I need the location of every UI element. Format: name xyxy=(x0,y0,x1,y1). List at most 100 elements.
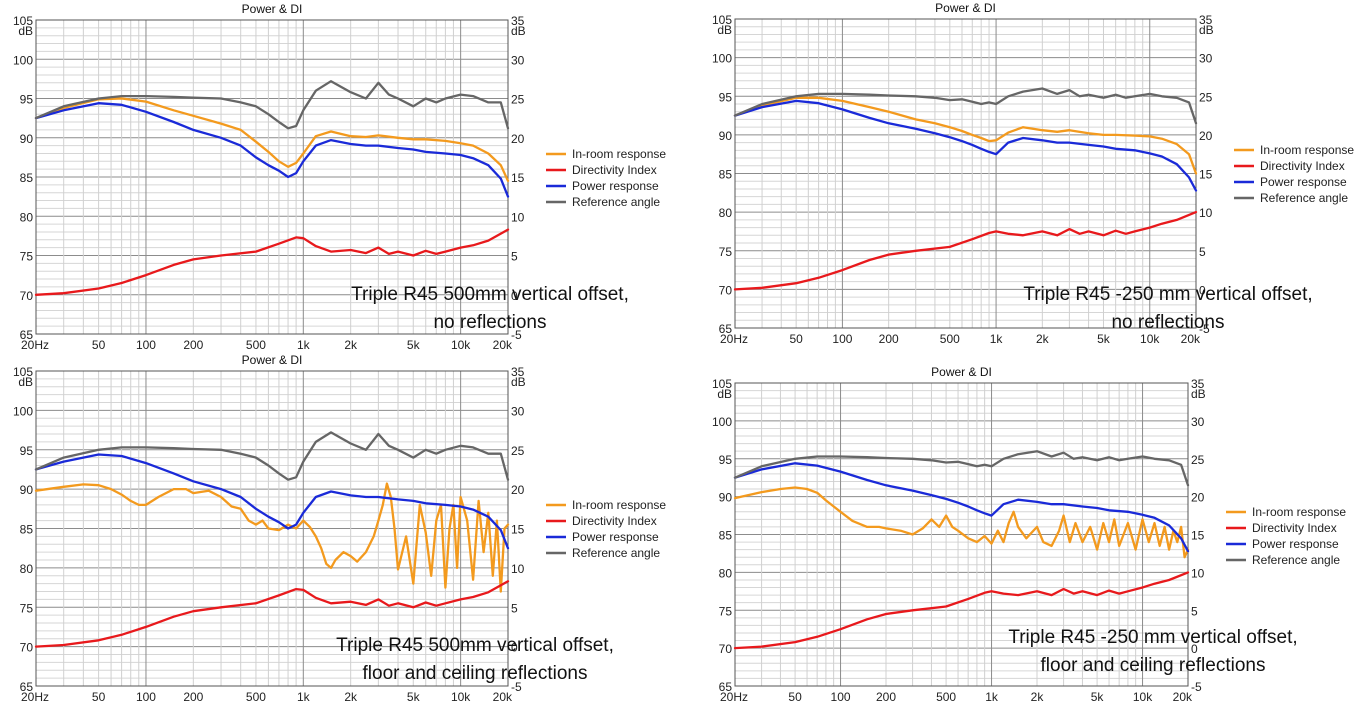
series-line-power-response xyxy=(733,462,1190,553)
y-left-tick-label: 80 xyxy=(20,562,34,576)
x-tick-label: 500 xyxy=(936,690,956,704)
y-right-tick-label: 15 xyxy=(1191,529,1205,543)
legend-label: Directivity Index xyxy=(572,514,657,528)
chart-4: Power & DI65707580859095100105dB-5051015… xyxy=(712,365,1346,704)
legend-label: Reference angle xyxy=(572,546,660,560)
legend: In-room response Directivity Index Power r… xyxy=(1226,505,1346,567)
y-left-tick-label: 100 xyxy=(712,415,732,429)
legend-label: Directivity Index xyxy=(1252,521,1337,535)
legend-label: Reference angle xyxy=(1260,191,1348,205)
x-tick-label: 2k xyxy=(344,690,358,704)
y-right-tick-label: 5 xyxy=(511,601,518,615)
y-left-unit: dB xyxy=(18,24,33,38)
x-tick-label: 20k xyxy=(1181,332,1201,346)
y-right-tick-label: 10 xyxy=(1191,566,1205,580)
series-line-reference-angle xyxy=(34,431,510,481)
y-left-tick-label: 105 xyxy=(712,377,732,391)
legend-label: Power response xyxy=(1252,537,1339,551)
x-tick-label: 1k xyxy=(990,332,1004,346)
x-tick-label: 20Hz xyxy=(21,338,49,352)
y-left-tick-label: 75 xyxy=(20,250,34,264)
caption-line-2: no reflections xyxy=(433,312,546,333)
y-right-tick-label: -5 xyxy=(511,680,522,694)
chart-title: Power & DI xyxy=(242,2,303,16)
series-line-in-room-response xyxy=(733,486,1190,559)
y-right-tick-label: 15 xyxy=(511,171,525,185)
chart-1: Power & DI65707580859095100105dB-5051015… xyxy=(13,2,666,352)
y-left-tick-label: 95 xyxy=(719,90,733,104)
y-right-tick-label: 30 xyxy=(1199,52,1213,66)
chart-title: Power & DI xyxy=(935,1,996,15)
x-tick-label: 200 xyxy=(876,690,896,704)
y-left-tick-label: 100 xyxy=(13,53,33,67)
x-tick-label: 100 xyxy=(136,338,156,352)
y-right-unit: dB xyxy=(511,375,526,389)
y-right-tick-label: 35 xyxy=(511,14,525,28)
y-left-tick-label: 75 xyxy=(719,245,733,259)
caption-line-2: floor and ceiling reflections xyxy=(1041,655,1266,676)
x-tick-label: 500 xyxy=(940,332,960,346)
y-right-tick-label: 5 xyxy=(1199,245,1206,259)
y-right-tick-label: 20 xyxy=(511,132,525,146)
y-left-tick-label: 75 xyxy=(719,604,733,618)
x-tick-label: 200 xyxy=(183,690,203,704)
legend-label: Power response xyxy=(1260,175,1347,189)
plot-border xyxy=(35,19,509,335)
series-line-reference-angle xyxy=(733,450,1190,487)
y-right-tick-label: 35 xyxy=(511,365,525,379)
x-tick-label: 5k xyxy=(1091,690,1105,704)
x-tick-label: 1k xyxy=(985,690,999,704)
caption-line-1: Triple R45 -250 mm vertical offset, xyxy=(1023,284,1312,305)
chart-title: Power & DI xyxy=(242,353,303,367)
y-right-tick-label: 25 xyxy=(511,93,525,107)
y-right-tick-label: 10 xyxy=(511,562,525,576)
y-left-tick-label: 100 xyxy=(13,404,33,418)
y-right-tick-label: 30 xyxy=(1191,415,1205,429)
chart-3: Power & DI65707580859095100105dB-5051015… xyxy=(13,353,666,704)
y-right-tick-label: 0 xyxy=(1199,283,1206,297)
y-left-unit: dB xyxy=(18,375,33,389)
chart-title: Power & DI xyxy=(931,365,992,379)
y-right-tick-label: 25 xyxy=(1191,453,1205,467)
y-left-tick-label: 65 xyxy=(719,680,733,694)
series-line-directivity-index xyxy=(733,571,1190,650)
x-tick-label: 100 xyxy=(832,332,852,346)
series-line-reference-angle xyxy=(34,80,510,130)
y-right-tick-label: 20 xyxy=(1191,491,1205,505)
y-left-tick-label: 105 xyxy=(712,13,732,27)
x-tick-label: 5k xyxy=(407,338,421,352)
y-right-tick-label: 10 xyxy=(511,210,525,224)
caption-line-1: Triple R45 500mm vertical offset, xyxy=(336,635,614,656)
y-left-tick-label: 65 xyxy=(20,328,34,342)
x-tick-label: 500 xyxy=(246,690,266,704)
x-tick-label: 20Hz xyxy=(720,332,748,346)
series-line-directivity-index xyxy=(733,210,1198,291)
legend-label: In-room response xyxy=(572,498,666,512)
y-left-tick-label: 85 xyxy=(20,523,34,537)
y-right-tick-label: 25 xyxy=(1199,90,1213,104)
y-left-tick-label: 90 xyxy=(20,483,34,497)
y-left-tick-label: 80 xyxy=(719,206,733,220)
y-left-tick-label: 85 xyxy=(20,171,34,185)
x-tick-label: 20k xyxy=(493,338,513,352)
y-right-tick-label: 0 xyxy=(1191,642,1198,656)
x-tick-label: 100 xyxy=(831,690,851,704)
legend-label: In-room response xyxy=(572,147,666,161)
x-tick-label: 10k xyxy=(1140,332,1160,346)
y-left-tick-label: 95 xyxy=(20,93,34,107)
y-left-tick-label: 70 xyxy=(20,289,34,303)
legend-label: Power response xyxy=(572,530,659,544)
x-tick-label: 1k xyxy=(297,690,311,704)
legend-label: Reference angle xyxy=(572,195,660,209)
caption-line-2: floor and ceiling reflections xyxy=(363,663,588,684)
y-right-tick-label: 5 xyxy=(511,250,518,264)
legend: In-room response Directivity Index Power r… xyxy=(546,498,666,560)
y-right-tick-label: 35 xyxy=(1199,13,1213,27)
y-left-tick-label: 90 xyxy=(719,491,733,505)
y-left-tick-label: 70 xyxy=(719,283,733,297)
y-right-unit: dB xyxy=(1191,387,1206,401)
caption-line-1: Triple R45 500mm vertical offset, xyxy=(351,284,629,305)
series-line-in-room-response xyxy=(34,482,510,593)
x-tick-label: 200 xyxy=(183,338,203,352)
